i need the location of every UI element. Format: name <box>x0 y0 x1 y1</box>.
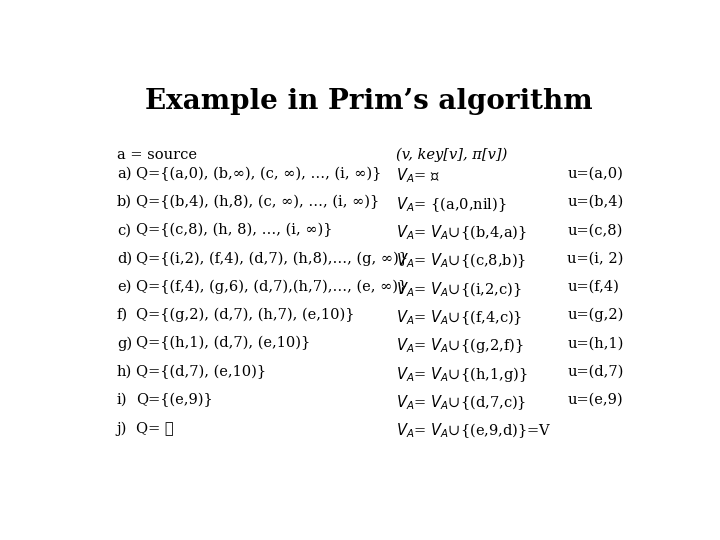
Text: $V_A$= $V_A$∪{(i,2,c)}: $V_A$= $V_A$∪{(i,2,c)} <box>396 280 521 299</box>
Text: c): c) <box>117 223 131 237</box>
Text: u=(a,0): u=(a,0) <box>567 167 623 181</box>
Text: $V_A$= $V_A$∪{(b,4,a)}: $V_A$= $V_A$∪{(b,4,a)} <box>396 223 527 242</box>
Text: $V_A$= $V_A$∪{(c,8,b)}: $V_A$= $V_A$∪{(c,8,b)} <box>396 252 526 270</box>
Text: Q={(f,4), (g,6), (d,7),(h,7),…, (e, ∞)}: Q={(f,4), (g,6), (d,7),(h,7),…, (e, ∞)} <box>136 280 407 294</box>
Text: Q={(d,7), (e,10)}: Q={(d,7), (e,10)} <box>136 364 266 379</box>
Text: Q= ∅: Q= ∅ <box>136 421 174 435</box>
Text: u=(c,8): u=(c,8) <box>567 223 623 237</box>
Text: u=(b,4): u=(b,4) <box>567 195 624 209</box>
Text: Q={(i,2), (f,4), (d,7), (h,8),…, (g, ∞)}: Q={(i,2), (f,4), (d,7), (h,8),…, (g, ∞)} <box>136 252 408 266</box>
Text: u=(g,2): u=(g,2) <box>567 308 624 322</box>
Text: f): f) <box>117 308 128 322</box>
Text: Example in Prim’s algorithm: Example in Prim’s algorithm <box>145 87 593 114</box>
Text: $V_A$= $V_A$∪{(d,7,c)}: $V_A$= $V_A$∪{(d,7,c)} <box>396 393 526 411</box>
Text: d): d) <box>117 252 132 266</box>
Text: a): a) <box>117 167 131 181</box>
Text: Q={(b,4), (h,8), (c, ∞), …, (i, ∞)}: Q={(b,4), (h,8), (c, ∞), …, (i, ∞)} <box>136 195 379 209</box>
Text: u=(e,9): u=(e,9) <box>567 393 623 407</box>
Text: e): e) <box>117 280 131 294</box>
Text: Q={(g,2), (d,7), (h,7), (e,10)}: Q={(g,2), (d,7), (h,7), (e,10)} <box>136 308 354 322</box>
Text: Q={(h,1), (d,7), (e,10)}: Q={(h,1), (d,7), (e,10)} <box>136 336 310 350</box>
Text: u=(i, 2): u=(i, 2) <box>567 252 624 266</box>
Text: $V_A$= ∅: $V_A$= ∅ <box>396 167 440 185</box>
Text: (v, key[v], π[v]): (v, key[v], π[v]) <box>396 148 507 163</box>
Text: u=(h,1): u=(h,1) <box>567 336 624 350</box>
Text: Q={(c,8), (h, 8), …, (i, ∞)}: Q={(c,8), (h, 8), …, (i, ∞)} <box>136 223 332 238</box>
Text: u=(d,7): u=(d,7) <box>567 364 624 379</box>
Text: Q={(e,9)}: Q={(e,9)} <box>136 393 212 407</box>
Text: a = source: a = source <box>117 148 197 162</box>
Text: $V_A$= $V_A$∪{(f,4,c)}: $V_A$= $V_A$∪{(f,4,c)} <box>396 308 522 327</box>
Text: g): g) <box>117 336 132 350</box>
Text: j): j) <box>117 421 127 436</box>
Text: $V_A$= $V_A$∪{(e,9,d)}=V: $V_A$= $V_A$∪{(e,9,d)}=V <box>396 421 552 440</box>
Text: i): i) <box>117 393 127 407</box>
Text: u=(f,4): u=(f,4) <box>567 280 619 294</box>
Text: b): b) <box>117 195 132 209</box>
Text: $V_A$= $V_A$∪{(g,2,f)}: $V_A$= $V_A$∪{(g,2,f)} <box>396 336 523 355</box>
Text: Q={(a,0), (b,∞), (c, ∞), …, (i, ∞)}: Q={(a,0), (b,∞), (c, ∞), …, (i, ∞)} <box>136 167 381 181</box>
Text: $V_A$= $V_A$∪{(h,1,g)}: $V_A$= $V_A$∪{(h,1,g)} <box>396 364 528 383</box>
Text: $V_A$= {(a,0,nil)}: $V_A$= {(a,0,nil)} <box>396 195 506 214</box>
Text: h): h) <box>117 364 132 379</box>
